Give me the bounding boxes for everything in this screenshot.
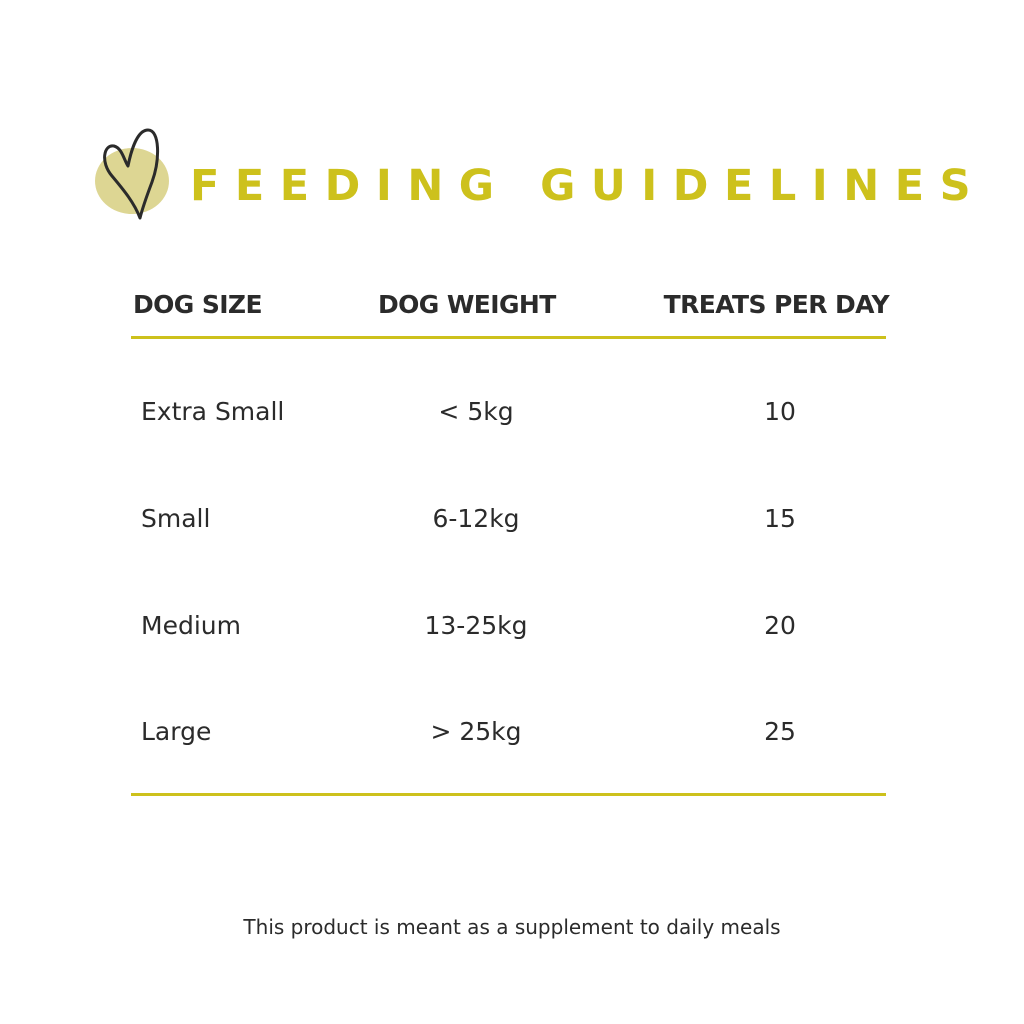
column-header-dog-size: DOG SIZE <box>133 290 263 319</box>
dog-weight-cell: 6-12kg <box>432 504 520 533</box>
column-header-treats-per-day: TREATS PER DAY <box>663 290 890 319</box>
table-body: Extra Small < 5kg 10 Small 6-12kg 15 Med… <box>131 339 886 796</box>
table-row: Large > 25kg 25 <box>131 712 886 752</box>
treats-per-day-cell: 25 <box>764 717 796 746</box>
feeding-table: DOG SIZE DOG WEIGHT TREATS PER DAY Extra… <box>131 288 890 796</box>
column-header-dog-weight: DOG WEIGHT <box>378 290 556 319</box>
supplement-footnote: This product is meant as a supplement to… <box>243 915 781 939</box>
table-row: Small 6-12kg 15 <box>131 499 886 539</box>
dog-size-cell: Medium <box>141 611 241 640</box>
table-row: Medium 13-25kg 20 <box>131 606 886 646</box>
heart-icon <box>95 128 169 220</box>
treats-per-day-cell: 10 <box>764 397 796 426</box>
page-title: FEEDING GUIDELINES <box>190 161 987 211</box>
dog-size-cell: Extra Small <box>141 397 285 426</box>
dog-size-cell: Large <box>141 717 212 746</box>
dog-weight-cell: > 25kg <box>430 717 522 746</box>
table-header: DOG SIZE DOG WEIGHT TREATS PER DAY <box>131 288 890 339</box>
title-row: FEEDING GUIDELINES <box>94 126 971 226</box>
dog-weight-cell: < 5kg <box>438 397 514 426</box>
treats-per-day-cell: 20 <box>764 611 796 640</box>
dog-weight-cell: 13-25kg <box>424 611 528 640</box>
table-row: Extra Small < 5kg 10 <box>131 392 886 432</box>
dog-size-cell: Small <box>141 504 211 533</box>
treats-per-day-cell: 15 <box>764 504 796 533</box>
